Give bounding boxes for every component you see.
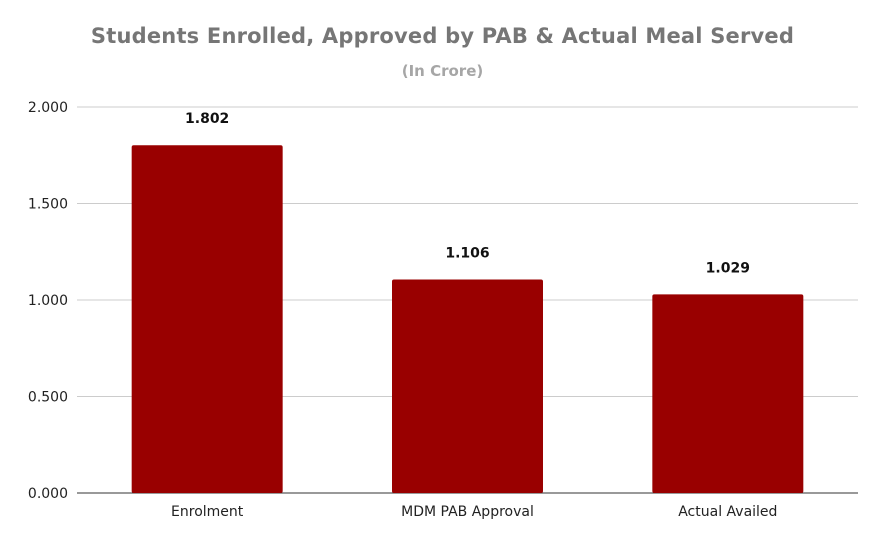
- x-tick-label: MDM PAB Approval: [401, 504, 534, 520]
- data-label: 1.802: [185, 111, 229, 127]
- data-label: 1.029: [706, 260, 750, 276]
- bar: [652, 294, 804, 493]
- y-tick-label: 1.000: [28, 293, 68, 309]
- bar: [131, 145, 283, 494]
- chart-subtitle: (In Crore): [401, 62, 484, 80]
- y-tick-label: 2.000: [28, 100, 68, 116]
- x-tick-label: Enrolment: [171, 504, 244, 520]
- data-label: 1.106: [445, 246, 489, 262]
- y-tick-label: 1.500: [28, 197, 68, 213]
- x-tick-label: Actual Availed: [678, 504, 777, 520]
- bar: [392, 279, 543, 493]
- y-tick-label: 0.000: [28, 486, 68, 502]
- y-tick-label: 0.500: [28, 390, 68, 406]
- chart-title: Students Enrolled, Approved by PAB & Act…: [90, 24, 795, 48]
